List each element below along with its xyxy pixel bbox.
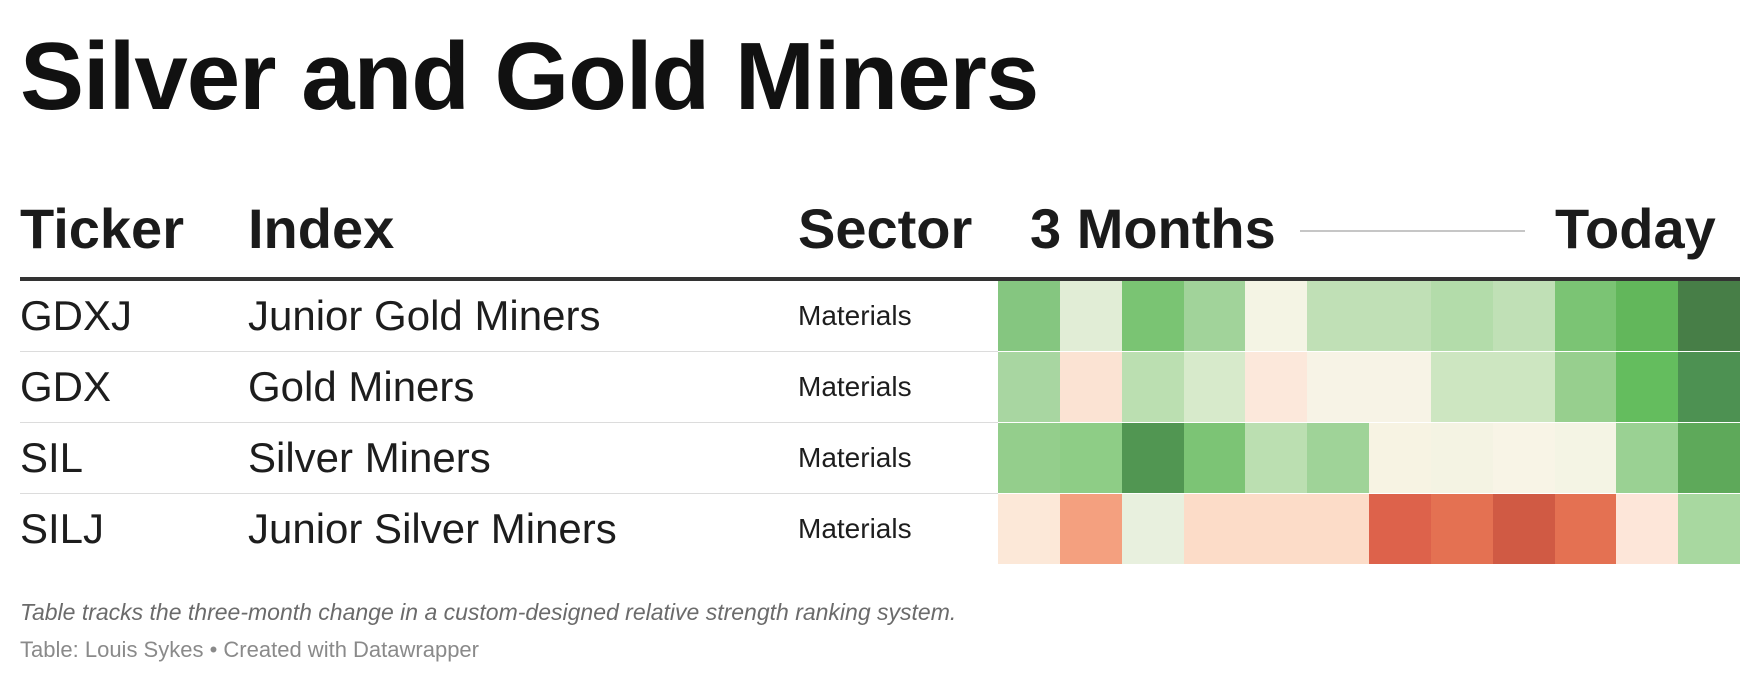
heatmap-cell [1678, 281, 1740, 351]
heatmap-header-start: 3 Months [1030, 197, 1276, 260]
chart-title: Silver and Gold Miners [20, 23, 1039, 130]
heatmap-cell [1678, 494, 1740, 564]
heatmap-cell [1431, 494, 1493, 564]
ticker-cell: GDX [20, 363, 112, 410]
heatmap-cell [1431, 423, 1493, 493]
source-label: Table: [20, 637, 79, 662]
heatmap-cell [1122, 352, 1184, 422]
heatmap-cell [1616, 494, 1678, 564]
ticker-cell: SIL [20, 434, 84, 481]
heatmap-cell [1060, 494, 1122, 564]
heatmap-cell [1555, 494, 1616, 564]
heatmap-strip [998, 423, 1740, 493]
heatmap-cell [1369, 423, 1431, 493]
heatmap-cell [1369, 494, 1431, 564]
heatmap-cell [1369, 352, 1431, 422]
heatmap-cell [998, 352, 1060, 422]
table-row: SILJ Junior Silver Miners Materials [0, 494, 1740, 564]
source-name: Louis Sykes [84, 637, 204, 662]
heatmap-cell [1555, 352, 1616, 422]
sector-cell: Materials [798, 371, 912, 402]
index-cell: Junior Gold Miners [248, 292, 601, 339]
index-cell: Gold Miners [248, 363, 475, 410]
chart-footer: Table: Louis Sykes • Created with Datawr… [20, 637, 479, 663]
heatmap-cell [1555, 281, 1616, 351]
heatmap-cell [1307, 423, 1369, 493]
heatmap-cell [1184, 423, 1245, 493]
heatmap-header-line [1300, 230, 1525, 232]
heatmap-cell [1307, 494, 1369, 564]
created-with-link[interactable]: Created with Datawrapper [223, 637, 479, 662]
row-separator [20, 422, 998, 423]
heatmap-cell [1122, 423, 1184, 493]
heatmap-cell [998, 494, 1060, 564]
heatmap-cell [1678, 352, 1740, 422]
heatmap-cell [1307, 352, 1369, 422]
heatmap-cell [1369, 281, 1431, 351]
heatmap-strip [998, 281, 1740, 351]
heatmap-cell [1616, 281, 1678, 351]
heatmap-cell [998, 281, 1060, 351]
heatmap-cell [1245, 281, 1307, 351]
header-rule [20, 277, 1740, 281]
column-header-ticker[interactable]: Ticker [20, 197, 184, 260]
index-cell: Junior Silver Miners [248, 505, 617, 552]
heatmap-cell [998, 423, 1060, 493]
ticker-cell: GDXJ [20, 292, 133, 339]
heatmap-cell [1493, 423, 1555, 493]
heatmap-cell [1493, 352, 1555, 422]
heatmap-cell [1493, 281, 1555, 351]
ticker-cell: SILJ [20, 505, 105, 552]
heatmap-cell [1431, 352, 1493, 422]
table-row: GDXJ Junior Gold Miners Materials [0, 281, 1740, 352]
heatmap-cell [1493, 494, 1555, 564]
sector-cell: Materials [798, 442, 912, 473]
heatmap-strip [998, 494, 1740, 564]
heatmap-cell [1307, 281, 1369, 351]
column-header-index[interactable]: Index [248, 197, 395, 260]
heatmap-cell [1245, 423, 1307, 493]
heatmap-cell [1616, 352, 1678, 422]
heatmap-cell [1616, 423, 1678, 493]
heatmap-cell [1060, 352, 1122, 422]
heatmap-cell [1184, 352, 1245, 422]
heatmap-header-end: Today [1555, 197, 1716, 260]
heatmap-cell [1431, 281, 1493, 351]
heatmap-strip [998, 352, 1740, 422]
heatmap-cell [1122, 281, 1184, 351]
heatmap-cell [1060, 281, 1122, 351]
index-cell: Silver Miners [248, 434, 491, 481]
heatmap-cell [1245, 494, 1307, 564]
chart-notes: Table tracks the three-month change in a… [20, 599, 957, 625]
sector-cell: Materials [798, 513, 912, 544]
heatmap-cell [1678, 423, 1740, 493]
heatmap-cell [1122, 494, 1184, 564]
table-row: GDX Gold Miners Materials [0, 352, 1740, 423]
row-separator [20, 493, 998, 494]
heatmap-cell [1245, 352, 1307, 422]
heatmap-cell [1060, 423, 1122, 493]
heatmap-cell [1184, 281, 1245, 351]
table-row: SIL Silver Miners Materials [0, 423, 1740, 494]
row-separator [20, 351, 998, 352]
column-header-sector[interactable]: Sector [798, 197, 973, 260]
footer-separator: • [209, 637, 218, 662]
heatmap-cell [1555, 423, 1616, 493]
sector-cell: Materials [798, 300, 912, 331]
heatmap-cell [1184, 494, 1245, 564]
